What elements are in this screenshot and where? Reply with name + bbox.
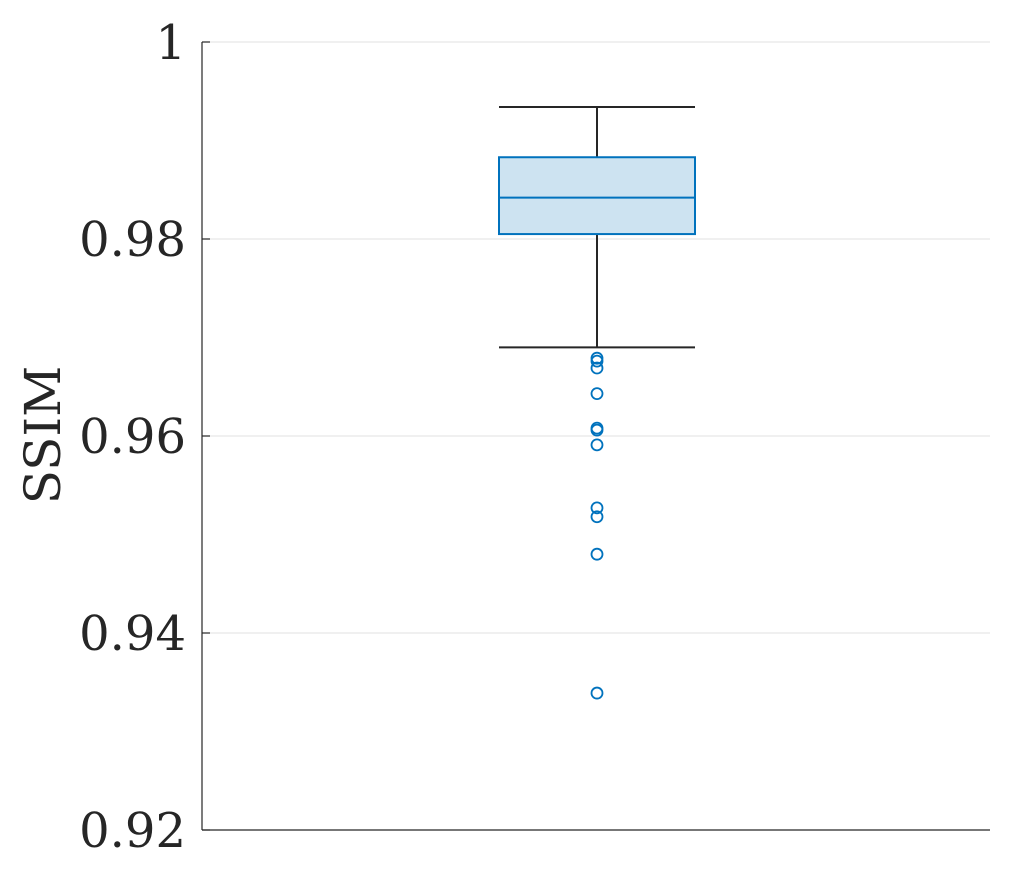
outlier-point: [590, 354, 604, 368]
y-axis-label: SSIM: [14, 366, 72, 505]
y-tick-label: 0.96: [79, 409, 186, 465]
outlier-point: [590, 686, 604, 700]
y-tick-label: 0.92: [79, 803, 186, 859]
outlier-point: [590, 501, 604, 515]
outlier-point: [590, 438, 604, 452]
box-plot: [498, 106, 696, 349]
outlier-point: [590, 510, 604, 524]
outlier-point: [590, 361, 604, 375]
y-tick-label: 1: [155, 15, 186, 71]
axes: 0.92 0.94 0.96 0.98 1: [79, 15, 990, 859]
outlier-point: [590, 547, 604, 561]
interquartile-box: [498, 156, 696, 236]
y-tick-label: 0.98: [79, 212, 186, 268]
outlier-point: [590, 387, 604, 401]
outliers: [590, 351, 604, 700]
y-tick-label: 0.94: [79, 606, 186, 662]
outlier-point: [590, 423, 604, 437]
